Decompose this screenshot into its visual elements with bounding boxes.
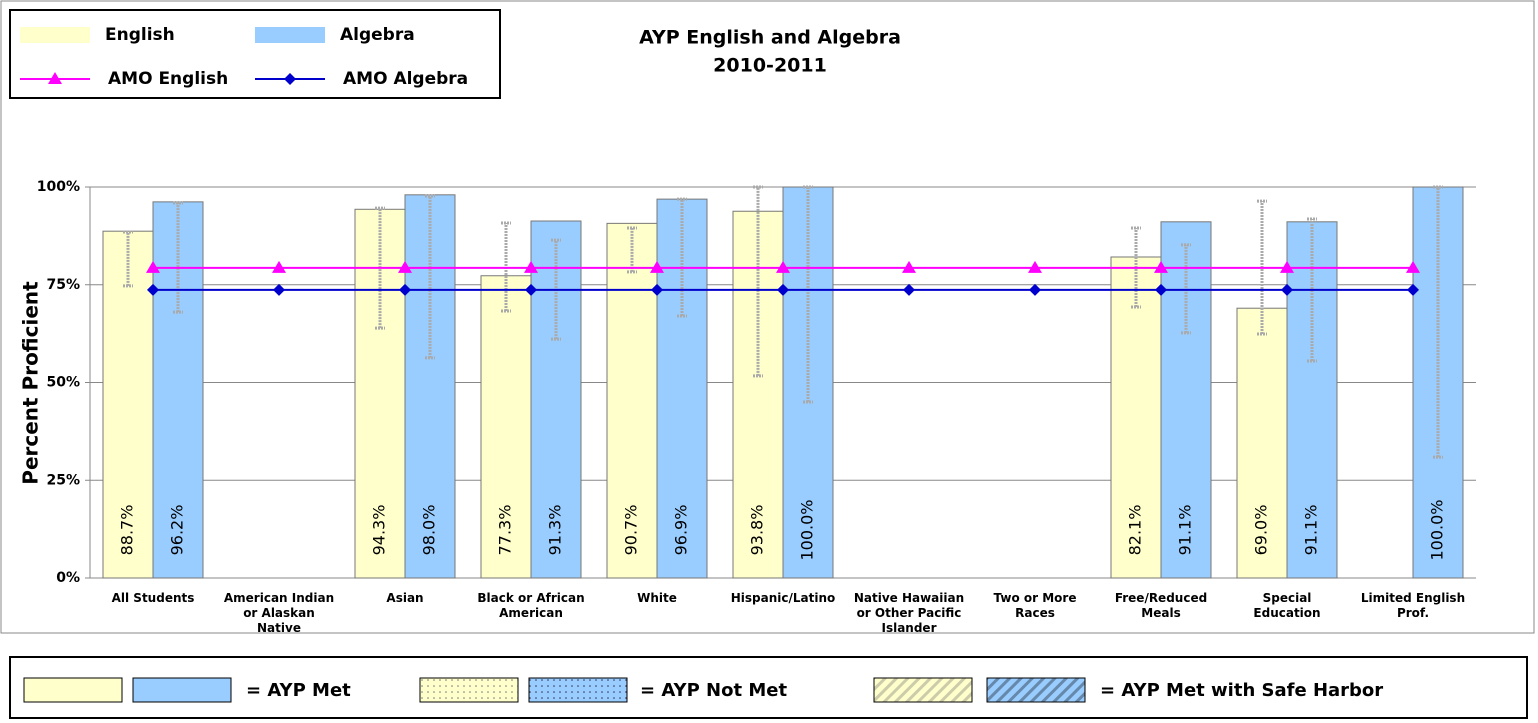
value-label: 77.3%	[496, 505, 515, 556]
value-label: 82.1%	[1126, 505, 1145, 556]
value-label: 91.1%	[1302, 505, 1321, 556]
value-label: 91.3%	[546, 505, 565, 556]
y-tick-label: 25%	[46, 472, 80, 488]
key-swatch	[132, 677, 232, 703]
value-label: 98.0%	[420, 505, 439, 556]
legend-box	[9, 9, 501, 99]
marker	[1407, 283, 1419, 296]
key-swatch	[873, 677, 973, 703]
marker	[48, 72, 62, 84]
x-tick-label: Native Hawaiian or Other Pacific Islande…	[853, 591, 965, 635]
value-label: 96.9%	[672, 505, 691, 556]
key-label: = AYP Met with Safe Harbor	[1100, 680, 1383, 701]
marker	[1029, 283, 1041, 296]
value-label: 100.0%	[798, 499, 817, 560]
marker	[1281, 283, 1293, 296]
marker	[777, 283, 789, 296]
bar	[656, 198, 708, 579]
chart-subtitle: 2010-2011	[713, 55, 827, 77]
legend-swatch	[255, 27, 325, 43]
legend-swatch	[20, 27, 90, 43]
key-label: = AYP Met	[246, 680, 351, 701]
y-tick-label: 50%	[46, 375, 80, 391]
key-box	[9, 656, 1528, 719]
legend-label: English	[105, 25, 175, 45]
value-label: 69.0%	[1252, 505, 1271, 556]
marker	[399, 283, 411, 296]
value-label: 100.0%	[1428, 499, 1447, 560]
marker	[524, 260, 538, 273]
x-tick-label: All Students	[111, 591, 195, 605]
x-tick-label: Hispanic/Latino	[730, 591, 836, 605]
x-tick-label: American Indian or Alaskan Native	[223, 591, 335, 635]
legend-label: AMO English	[108, 69, 228, 89]
bar	[152, 201, 204, 579]
key-swatch	[419, 677, 519, 703]
y-tick-label: 0%	[56, 570, 80, 586]
marker	[1406, 260, 1420, 273]
value-label: 94.3%	[370, 505, 389, 556]
value-label: 88.7%	[118, 505, 137, 556]
marker	[1154, 260, 1168, 273]
marker	[398, 260, 412, 273]
marker	[284, 73, 296, 85]
marker	[903, 283, 915, 296]
marker	[147, 283, 159, 296]
y-tick-label: 75%	[46, 277, 80, 293]
chart-title: AYP English and Algebra	[639, 27, 901, 49]
x-tick-label: Black or African American	[477, 591, 585, 620]
marker	[650, 260, 664, 273]
key-label: = AYP Not Met	[640, 680, 787, 701]
key-swatch	[528, 677, 628, 703]
value-label: 93.8%	[748, 505, 767, 556]
x-tick-label: Two or More Races	[993, 591, 1077, 620]
x-tick-label: Special Education	[1253, 591, 1321, 620]
value-label: 90.7%	[622, 505, 641, 556]
error-bar	[425, 194, 435, 360]
bar	[606, 222, 658, 579]
error-bar	[627, 226, 637, 274]
legend-label: AMO Algebra	[343, 69, 468, 89]
error-bar	[677, 197, 687, 318]
legend-label: Algebra	[340, 25, 415, 45]
bar	[1236, 307, 1288, 579]
marker	[273, 283, 285, 296]
x-tick-label: Limited English Prof.	[1360, 591, 1466, 620]
marker	[146, 260, 160, 273]
marker	[272, 260, 286, 273]
error-bar	[803, 185, 813, 404]
y-axis-label: Percent Proficient	[19, 281, 43, 485]
marker	[525, 283, 537, 296]
bar	[480, 275, 532, 579]
x-tick-label: Asian	[386, 591, 424, 605]
key-swatch	[986, 677, 1086, 703]
error-bar	[753, 185, 763, 378]
x-tick-label: Free/Reduced Meals	[1114, 591, 1208, 620]
y-tick-label: 100%	[37, 179, 80, 195]
marker	[1028, 260, 1042, 273]
error-bar	[123, 230, 133, 288]
error-bar	[1433, 185, 1443, 459]
marker	[651, 283, 663, 296]
value-label: 96.2%	[168, 505, 187, 556]
marker	[902, 260, 916, 273]
value-label: 91.1%	[1176, 505, 1195, 556]
bar	[1110, 256, 1162, 579]
marker	[1155, 283, 1167, 296]
error-bar	[173, 201, 183, 314]
marker	[1280, 260, 1294, 273]
x-tick-label: White	[637, 591, 677, 605]
key-swatch	[23, 677, 123, 703]
marker	[776, 260, 790, 273]
bar	[102, 230, 154, 579]
